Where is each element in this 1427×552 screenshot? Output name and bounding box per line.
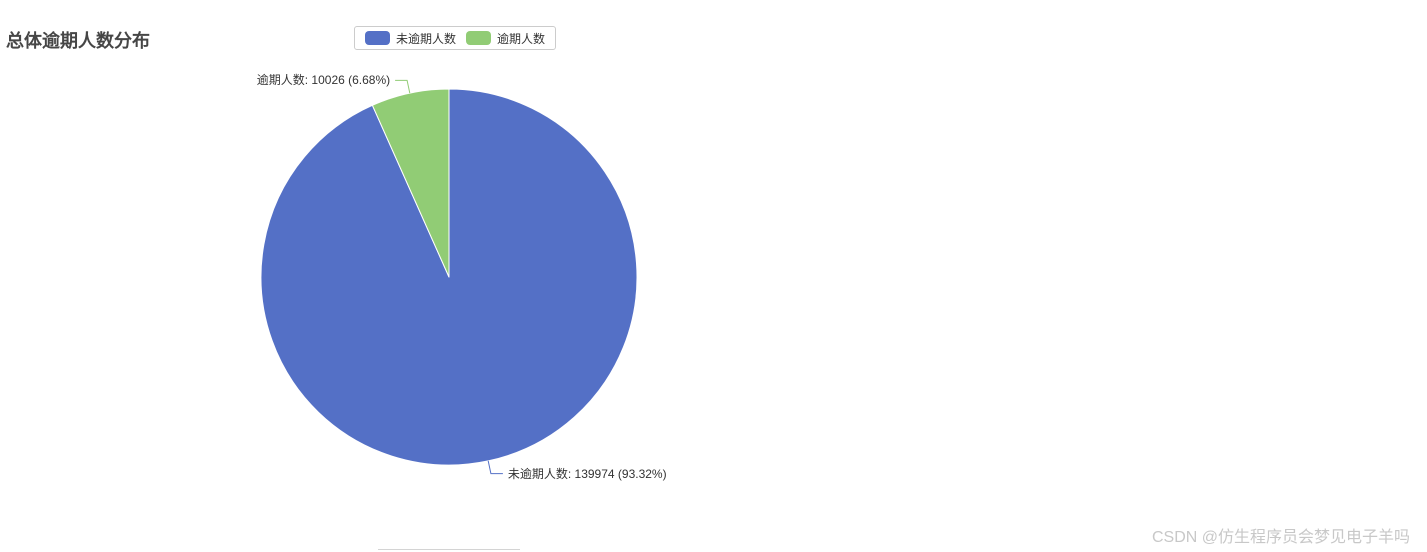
- legend-item-not-overdue[interactable]: 未逾期人数: [365, 30, 456, 47]
- legend-label-overdue[interactable]: 逾期人数: [497, 31, 546, 46]
- legend-box: 未逾期人数 逾期人数: [354, 26, 557, 50]
- watermark-text: CSDN @仿生程序员会梦见电子羊吗: [1151, 529, 1410, 546]
- legend-label-not-overdue[interactable]: 未逾期人数: [396, 31, 457, 46]
- legend-swatch-not-overdue[interactable]: [365, 31, 390, 45]
- pie-slice-1[interactable]: [371, 88, 450, 278]
- chart-title: 总体逾期人数分布: [6, 31, 150, 51]
- legend-item-overdue[interactable]: 逾期人数: [466, 30, 545, 47]
- legend-swatch-overdue[interactable]: [466, 31, 492, 45]
- pie-leader-line-0: [487, 460, 503, 475]
- next-chart-legend-partial: [378, 549, 520, 552]
- pie-leader-line-1: [395, 79, 411, 94]
- pie-label-1: 逾期人数: 10026 (6.68%): [256, 73, 391, 88]
- pie-label-0: 未逾期人数: 139974 (93.32%): [507, 466, 667, 481]
